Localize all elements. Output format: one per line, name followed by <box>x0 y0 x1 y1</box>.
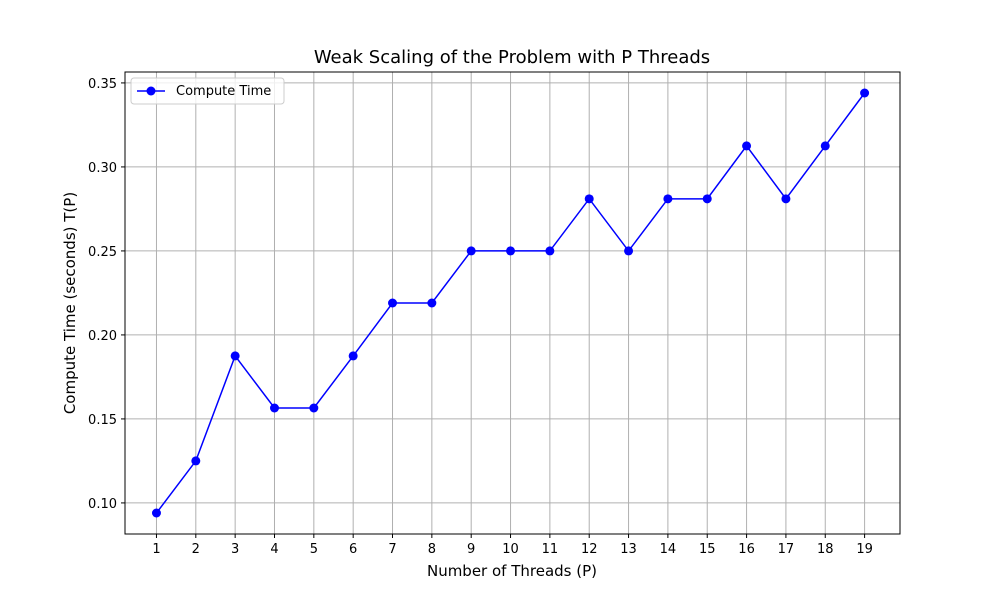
data-point <box>191 456 201 466</box>
data-point <box>781 194 791 204</box>
data-point <box>309 403 319 413</box>
grid <box>125 72 900 534</box>
legend-label: Compute Time <box>176 84 271 99</box>
x-tick-label: 11 <box>542 542 559 557</box>
x-tick-label: 18 <box>817 542 834 557</box>
data-point <box>820 141 830 151</box>
y-tick-label: 0.25 <box>88 245 117 260</box>
data-point <box>663 194 673 204</box>
series-layer <box>151 88 870 518</box>
x-axis-label: Number of Threads (P) <box>427 562 597 580</box>
x-tick-label: 7 <box>388 542 396 557</box>
data-point <box>624 246 634 256</box>
legend-marker <box>146 86 156 96</box>
x-tick-label: 2 <box>192 542 200 557</box>
data-point <box>584 194 594 204</box>
data-point <box>545 246 555 256</box>
x-tick-label: 10 <box>502 542 519 557</box>
x-tick-label: 15 <box>699 542 716 557</box>
x-tick-label: 9 <box>467 542 475 557</box>
y-tick-label: 0.35 <box>88 77 117 92</box>
chart-title: Weak Scaling of the Problem with P Threa… <box>314 47 710 68</box>
legend: Compute Time <box>130 77 285 105</box>
data-point <box>860 88 870 98</box>
data-point <box>348 351 358 361</box>
x-tick-label: 13 <box>620 542 637 557</box>
plot-frame <box>124 71 901 535</box>
x-tick-label: 16 <box>738 542 755 557</box>
data-point <box>388 298 398 308</box>
x-tick-label: 12 <box>581 542 598 557</box>
y-tick-label: 0.10 <box>88 497 117 512</box>
data-point <box>466 246 476 256</box>
x-tick-label: 4 <box>270 542 278 557</box>
y-tick-label: 0.30 <box>88 161 117 176</box>
x-tick-label: 14 <box>660 542 677 557</box>
data-point <box>506 246 516 256</box>
data-point <box>742 141 752 151</box>
x-tick-label: 19 <box>856 542 873 557</box>
ticks: 1 2 3 4 5 6 7 8 9 10 11 12 13 14 15 16 17 18 190.100.150.2… <box>88 77 873 557</box>
data-point <box>702 194 712 204</box>
y-axis-label: Compute Time (seconds) T(P) <box>61 192 79 414</box>
x-tick-label: 17 <box>778 542 795 557</box>
y-tick-label: 0.15 <box>88 413 117 428</box>
legend-frame <box>130 77 285 105</box>
data-point <box>269 403 279 413</box>
data-point <box>151 508 161 518</box>
x-tick-label: 1 <box>152 542 160 557</box>
data-point <box>230 351 240 361</box>
x-tick-label: 5 <box>310 542 318 557</box>
x-tick-label: 8 <box>428 542 436 557</box>
x-tick-label: 6 <box>349 542 357 557</box>
x-tick-label: 3 <box>231 542 239 557</box>
data-point <box>427 298 437 308</box>
y-tick-label: 0.20 <box>88 329 117 344</box>
